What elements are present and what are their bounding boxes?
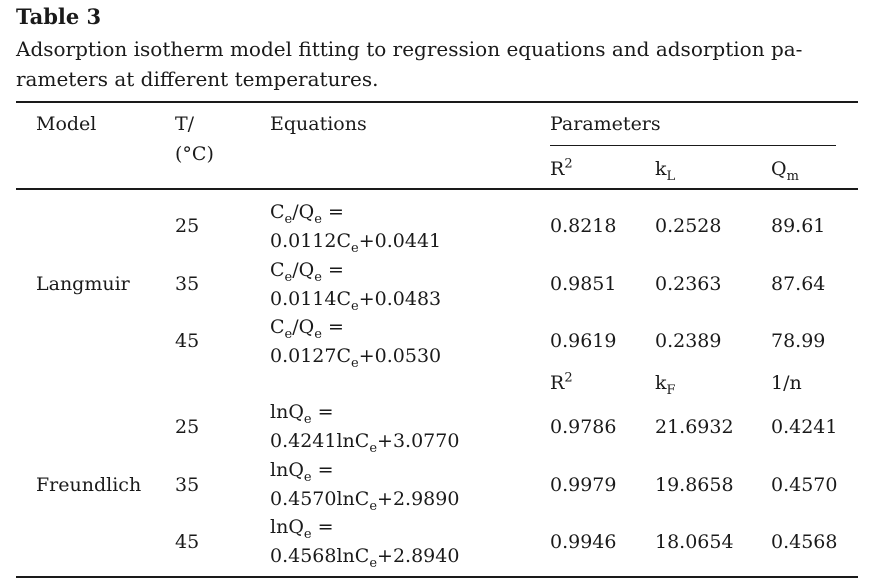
row-k: 0.2389 (655, 330, 722, 352)
row-equation-rhs: 0.4241lnCe+3.0770 (270, 430, 460, 456)
row-param3: 78.99 (771, 330, 826, 352)
row-r2: 0.9979 (550, 474, 617, 496)
header-model: Model (36, 113, 97, 135)
row-equation-lhs: Ce/Qe = (270, 316, 344, 342)
row-param3: 0.4570 (771, 474, 838, 496)
row-equation-rhs: 0.4568lnCe+2.8940 (270, 545, 460, 571)
row-equation-lhs: lnQe = (270, 459, 334, 485)
row-temp: 45 (175, 531, 200, 553)
row-equation-rhs: 0.0127Ce+0.0530 (270, 345, 442, 371)
caption-line-1: Adsorption isotherm model fitting to reg… (16, 37, 803, 61)
header-rule (16, 188, 858, 190)
row-r2: 0.9946 (550, 531, 617, 553)
row-k: 21.6932 (655, 416, 734, 438)
row-equation-lhs: Ce/Qe = (270, 201, 344, 227)
row-temp: 25 (175, 416, 200, 438)
row-temp: 25 (175, 215, 200, 237)
row-r2: 0.9851 (550, 273, 617, 295)
row-param3: 0.4241 (771, 416, 838, 438)
row-equation-lhs: lnQe = (270, 401, 334, 427)
table-figure: Table 3 Adsorption isotherm model fittin… (16, 0, 858, 588)
header-r2: R2 (550, 156, 573, 180)
header-equations: Equations (270, 113, 367, 135)
row-r2: 0.8218 (550, 215, 617, 237)
caption-line-2: rameters at different temperatures. (16, 67, 379, 91)
row-equation-rhs: 0.4570lnCe+2.9890 (270, 488, 460, 514)
header-temp-line2: (°C) (175, 143, 214, 165)
row-param3: 87.64 (771, 273, 826, 295)
row-param3: 89.61 (771, 215, 826, 237)
row-r2: 0.9619 (550, 330, 617, 352)
row-k: 18.0654 (655, 531, 734, 553)
header-parameters: Parameters (550, 113, 661, 135)
row-equation-rhs: 0.0114Ce+0.0483 (270, 288, 442, 314)
row-k: 0.2528 (655, 215, 722, 237)
row-r2: 0.9786 (550, 416, 617, 438)
bottom-rule (16, 576, 858, 578)
row-temp: 45 (175, 330, 200, 352)
model-freundlich: Freundlich (36, 474, 142, 496)
table-caption: Adsorption isotherm model fitting to reg… (16, 34, 858, 94)
row-equation-rhs: 0.0112Ce+0.0441 (270, 230, 442, 256)
row-k: 19.8658 (655, 474, 734, 496)
model-langmuir: Langmuir (36, 273, 130, 295)
table-label: Table 3 (16, 4, 102, 29)
parameters-rule (550, 145, 836, 146)
row-temp: 35 (175, 273, 200, 295)
header-qm: Qm (771, 158, 799, 184)
header-kf: kF (655, 372, 676, 398)
top-rule (16, 101, 858, 103)
row-equation-lhs: Ce/Qe = (270, 259, 344, 285)
header-r2-freundlich: R2 (550, 370, 573, 394)
header-temp-line1: T/ (175, 113, 195, 135)
row-temp: 35 (175, 474, 200, 496)
header-n: 1/n (771, 372, 802, 394)
header-kl: kL (655, 158, 676, 184)
row-k: 0.2363 (655, 273, 722, 295)
row-equation-lhs: lnQe = (270, 516, 334, 542)
row-param3: 0.4568 (771, 531, 838, 553)
